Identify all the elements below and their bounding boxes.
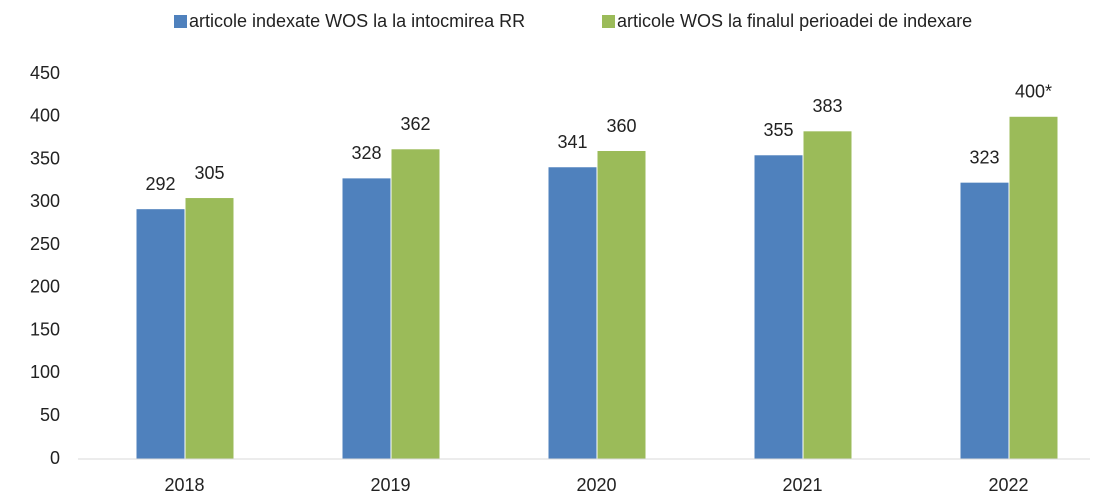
y-tick-label: 0: [50, 448, 60, 468]
data-label: 362: [400, 114, 430, 134]
x-tick-label: 2022: [988, 475, 1028, 495]
y-tick-label: 250: [30, 234, 60, 254]
y-tick-label: 200: [30, 277, 60, 297]
legend-swatch: [602, 15, 615, 28]
data-label: 323: [969, 147, 999, 167]
y-tick-label: 450: [30, 63, 60, 83]
bar: [803, 131, 852, 460]
bar: [136, 209, 185, 459]
y-tick-label: 150: [30, 319, 60, 339]
data-label: 292: [145, 174, 175, 194]
legend-label: articole indexate WOS la la intocmirea R…: [189, 11, 525, 31]
bar: [391, 149, 440, 460]
bar: [754, 155, 803, 459]
bar: [185, 198, 234, 460]
bar: [960, 182, 1009, 459]
data-label: 305: [194, 163, 224, 183]
y-tick-label: 400: [30, 106, 60, 126]
x-tick-label: 2020: [576, 475, 616, 495]
data-label: 383: [812, 96, 842, 116]
data-label: 360: [606, 116, 636, 136]
bar: [548, 167, 597, 459]
data-label: 355: [763, 120, 793, 140]
bar: [342, 178, 391, 459]
data-label: 328: [351, 143, 381, 163]
bar: [597, 151, 646, 459]
x-tick-label: 2019: [370, 475, 410, 495]
bar: [1009, 116, 1058, 460]
y-tick-label: 50: [40, 405, 60, 425]
legend-label: articole WOS la finalul perioadei de ind…: [617, 11, 972, 31]
x-tick-label: 2018: [164, 475, 204, 495]
x-tick-label: 2021: [782, 475, 822, 495]
data-label: 341: [557, 132, 587, 152]
legend-swatch: [174, 15, 187, 28]
y-tick-label: 300: [30, 191, 60, 211]
data-label: 400*: [1015, 82, 1052, 102]
y-tick-label: 100: [30, 362, 60, 382]
y-tick-label: 350: [30, 148, 60, 168]
